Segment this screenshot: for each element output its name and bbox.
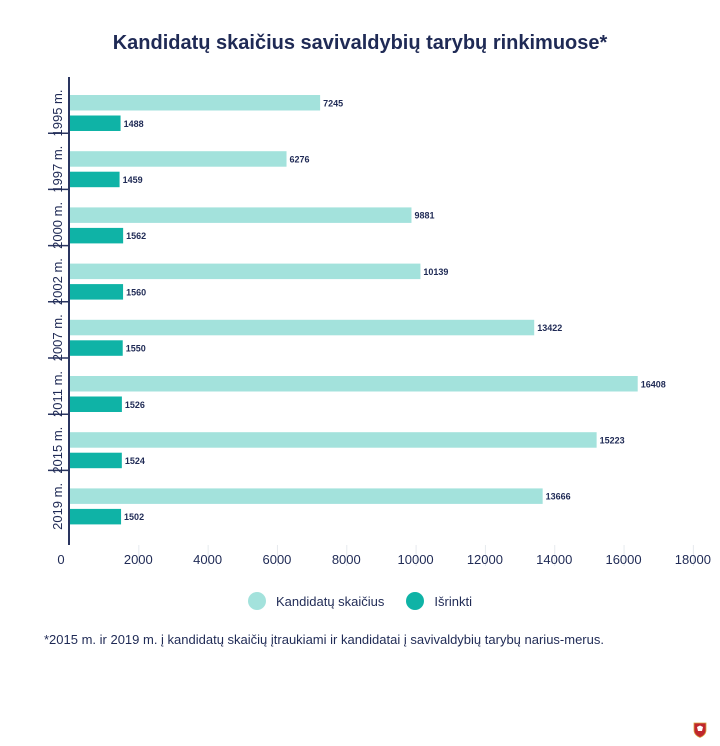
footnote: *2015 m. ir 2019 m. į kandidatų skaičių … bbox=[44, 632, 604, 647]
data-label: 16408 bbox=[641, 379, 666, 389]
bar-isrinkti bbox=[70, 227, 124, 244]
bar-isrinkti bbox=[70, 508, 122, 525]
data-label: 7245 bbox=[323, 98, 343, 108]
bar-kandidatai bbox=[70, 488, 543, 504]
bar-kandidatai bbox=[70, 263, 421, 280]
x-tick-label: 12000 bbox=[467, 552, 503, 567]
coat-of-arms-icon bbox=[693, 722, 707, 738]
legend-swatch bbox=[248, 592, 267, 610]
bar-isrinkti bbox=[70, 171, 120, 188]
bar-isrinkti bbox=[70, 340, 123, 356]
category-label: 2000 m. bbox=[50, 202, 65, 249]
data-label: 1524 bbox=[125, 456, 145, 466]
data-labels: 7245 1488 6276 1459 9881 1562 10139 1560 13422 15… bbox=[123, 98, 666, 522]
bar-isrinkti bbox=[70, 452, 122, 469]
bar-kandidatai bbox=[70, 151, 287, 167]
x-tick-label: 0 bbox=[57, 552, 64, 567]
bar-isrinkti bbox=[70, 115, 121, 131]
legend-label: Išrinkti bbox=[434, 593, 472, 609]
x-tick-labels: 0 2000 4000 6000 8000 10000 12000 14000 16000 180… bbox=[57, 552, 711, 567]
data-label: 13422 bbox=[537, 323, 562, 333]
data-label: 1459 bbox=[123, 175, 143, 185]
data-label: 1488 bbox=[124, 119, 144, 129]
x-tick-label: 4000 bbox=[193, 552, 222, 567]
data-label: 10139 bbox=[423, 267, 448, 277]
guide-lines bbox=[48, 132, 694, 566]
data-label: 1526 bbox=[125, 400, 145, 410]
x-tick-label: 18000 bbox=[675, 552, 711, 567]
category-labels: 1995 m. 1997 m. 2000 m. 2002 m. 2007 m. 2011 … bbox=[50, 90, 65, 530]
legend-item-kandidatai[interactable]: Kandidatų skaičius bbox=[248, 592, 384, 610]
legend-item-isrinkti[interactable]: Išrinkti bbox=[406, 592, 472, 610]
bars bbox=[70, 95, 638, 525]
legend-label: Kandidatų skaičius bbox=[276, 593, 385, 609]
data-label: 1550 bbox=[126, 344, 146, 354]
legend-swatch bbox=[406, 592, 425, 610]
category-label: 1995 m. bbox=[50, 90, 65, 137]
data-label: 6276 bbox=[290, 154, 310, 164]
data-label: 9881 bbox=[414, 211, 434, 221]
bar-kandidatai bbox=[70, 432, 597, 448]
x-tick-label: 16000 bbox=[605, 552, 641, 567]
category-label: 2015 m. bbox=[50, 427, 65, 474]
category-label: 2011 m. bbox=[50, 371, 65, 417]
category-label: 1997 m. bbox=[50, 146, 65, 193]
bar-kandidatai bbox=[70, 95, 321, 111]
category-label: 2019 m. bbox=[50, 483, 65, 530]
bar-kandidatai bbox=[70, 376, 638, 392]
bar-isrinkti bbox=[70, 284, 124, 300]
bar-kandidatai bbox=[70, 319, 535, 336]
bar-kandidatai bbox=[70, 207, 412, 223]
x-tick-label: 10000 bbox=[398, 552, 434, 567]
bar-chart: 7245 1488 6276 1459 9881 1562 10139 1560 13422 15… bbox=[48, 77, 711, 567]
bar-isrinkti bbox=[70, 396, 122, 412]
data-label: 1562 bbox=[126, 231, 146, 241]
chart-title: Kandidatų skaičius savivaldybių tarybų r… bbox=[112, 32, 608, 54]
data-label: 13666 bbox=[546, 492, 571, 502]
data-label: 1560 bbox=[126, 287, 146, 297]
legend: Kandidatų skaičius Išrinkti bbox=[0, 592, 720, 610]
category-label: 2007 m. bbox=[50, 314, 65, 361]
x-tick-label: 14000 bbox=[536, 552, 572, 567]
x-tick-label: 8000 bbox=[332, 552, 361, 567]
x-tick-label: 6000 bbox=[262, 552, 291, 567]
data-label: 15223 bbox=[600, 435, 625, 445]
x-tick-label: 2000 bbox=[124, 552, 153, 567]
data-label: 1502 bbox=[124, 512, 144, 522]
category-label: 2002 m. bbox=[50, 258, 65, 305]
